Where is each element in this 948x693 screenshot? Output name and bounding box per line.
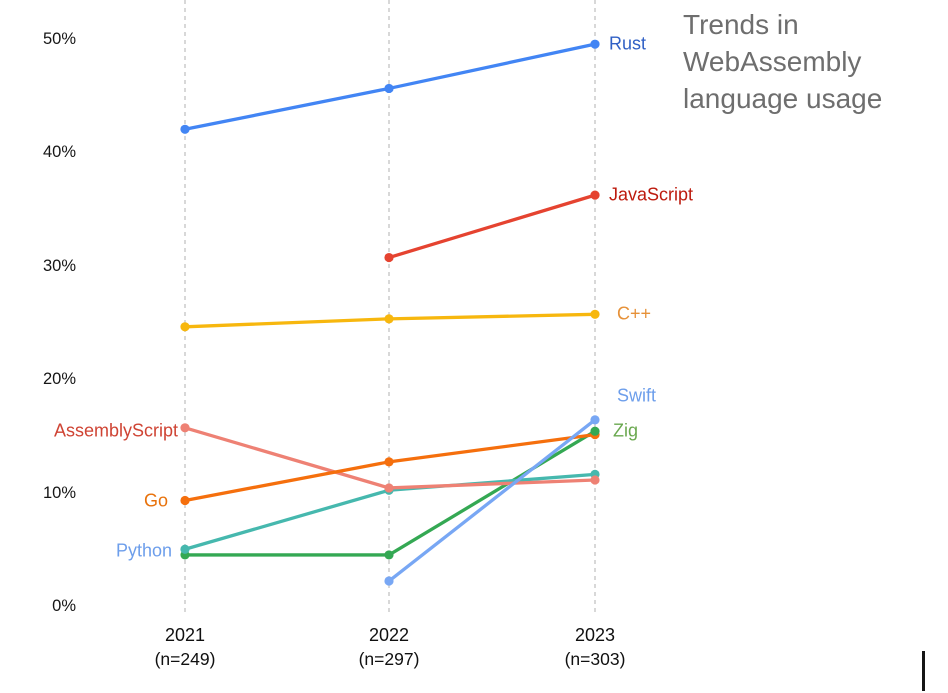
y-tick-30: 30% (42, 256, 76, 275)
swift-line (387, 418, 597, 583)
rust-point-2021 (180, 124, 190, 134)
swift-point-2022 (384, 576, 394, 586)
y-tick-0: 0% (52, 597, 76, 615)
swift-series-label: Swift (617, 385, 657, 406)
y-tick-40: 40% (42, 143, 76, 161)
go-point-2021 (180, 495, 190, 506)
rust-point-2023 (590, 39, 600, 49)
python-point-2021 (180, 544, 190, 554)
zig-point-2023 (590, 426, 600, 436)
x-tick-year: 2023 (574, 625, 616, 645)
y-tick-50: 50% (42, 29, 76, 48)
x-tick-2022: 2022 (n=297) (314, 624, 464, 672)
x-tick-2021: 2021 (n=249) (110, 624, 260, 672)
rust-series-label: Rust (609, 33, 647, 54)
assemblyscript-series-label: AssemblyScript (53, 420, 178, 441)
javascript-series-label: JavaScript (609, 184, 694, 205)
assemblyscript-point-2021 (180, 423, 190, 433)
assemblyscript-point-2022 (384, 483, 394, 493)
go-series-label: Go (143, 490, 168, 511)
go-point-2022 (384, 457, 394, 467)
swift-point-2023 (590, 415, 600, 425)
cpp-point-2022 (384, 314, 394, 324)
javascript-point-2022 (384, 252, 394, 263)
zig-point-2022 (384, 550, 394, 560)
rust-point-2022 (384, 83, 394, 94)
javascript-line (387, 193, 597, 260)
python-series-label: Python (115, 540, 172, 561)
cpp-point-2023 (590, 309, 600, 319)
y-tick-20: 20% (42, 370, 76, 388)
javascript-point-2023 (590, 190, 600, 200)
x-tick-sample-size: (n=249) (154, 649, 216, 669)
cpp-point-2021 (180, 322, 190, 332)
x-tick-sample-size: (n=303) (564, 649, 626, 669)
zig-series-label: Zig (613, 420, 639, 441)
chart-title: Trends in WebAssembly language usage (683, 9, 883, 114)
cursor-bar (922, 651, 925, 691)
x-tick-year: 2022 (368, 625, 410, 645)
assemblyscript-point-2023 (590, 475, 600, 485)
x-tick-year: 2021 (164, 625, 206, 645)
x-tick-2023: 2023 (n=303) (520, 624, 670, 672)
y-tick-10: 10% (42, 483, 76, 502)
cpp-series-label: C++ (617, 303, 652, 324)
x-tick-sample-size: (n=297) (358, 649, 420, 669)
